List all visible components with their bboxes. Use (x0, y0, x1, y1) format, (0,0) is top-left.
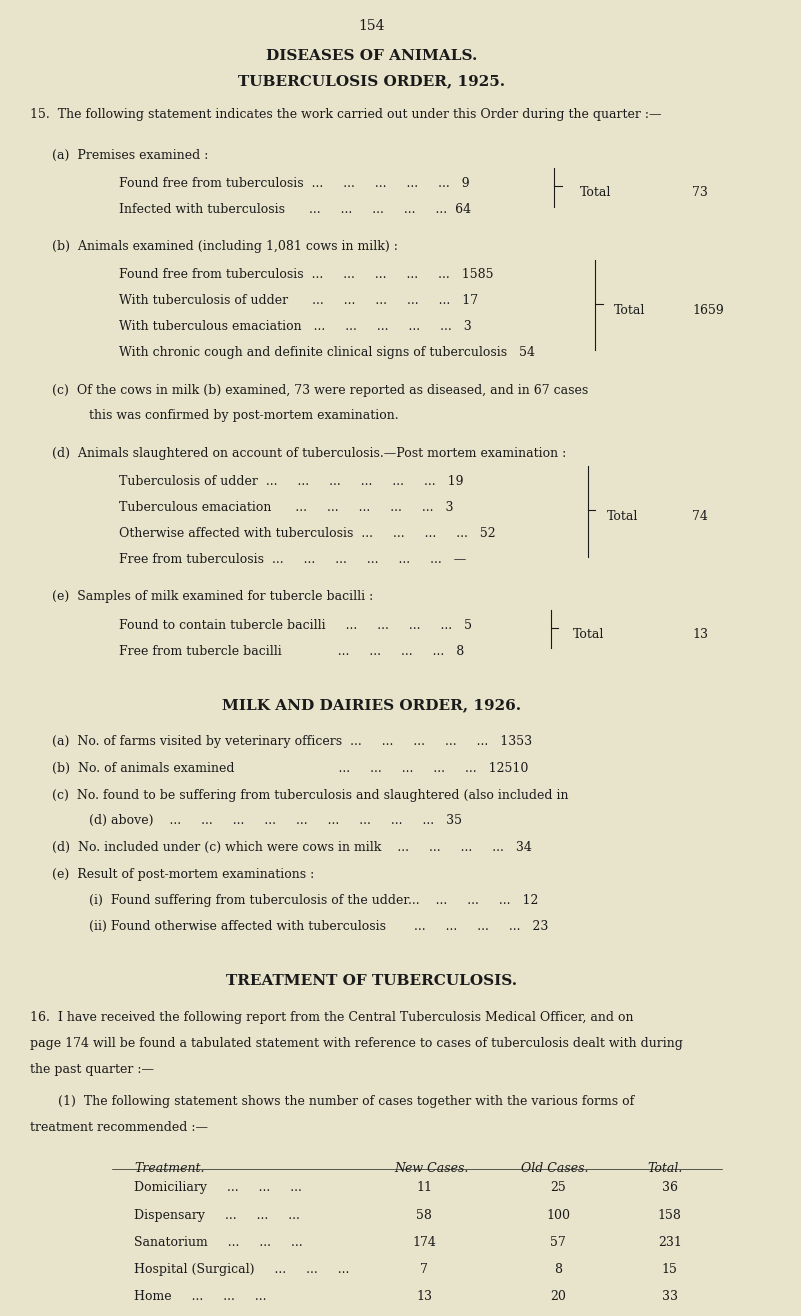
Text: Infected with tuberculosis      ...     ...     ...     ...     ...  64: Infected with tuberculosis ... ... ... .… (119, 203, 471, 216)
Text: TREATMENT OF TUBERCULOSIS.: TREATMENT OF TUBERCULOSIS. (227, 974, 517, 987)
Text: page 174 will be found a tabulated statement with reference to cases of tubercul: page 174 will be found a tabulated state… (30, 1037, 682, 1050)
Text: Total: Total (573, 628, 604, 641)
Text: 1659: 1659 (692, 304, 724, 317)
Text: Total: Total (606, 511, 638, 524)
Text: With tuberculous emaciation   ...     ...     ...     ...     ...   3: With tuberculous emaciation ... ... ... … (119, 320, 472, 333)
Text: TUBERCULOSIS ORDER, 1925.: TUBERCULOSIS ORDER, 1925. (239, 74, 505, 88)
Text: Found free from tuberculosis  ...     ...     ...     ...     ...   1585: Found free from tuberculosis ... ... ...… (119, 268, 493, 282)
Text: (e)  Samples of milk examined for tubercle bacilli :: (e) Samples of milk examined for tubercl… (52, 590, 373, 603)
Text: Old Cases.: Old Cases. (521, 1162, 589, 1175)
Text: 100: 100 (546, 1208, 570, 1221)
Text: 58: 58 (417, 1208, 432, 1221)
Text: 13: 13 (692, 628, 708, 641)
Text: 158: 158 (658, 1208, 682, 1221)
Text: Found free from tuberculosis  ...     ...     ...     ...     ...   9: Found free from tuberculosis ... ... ...… (119, 176, 469, 190)
Text: Free from tubercle bacilli              ...     ...     ...     ...   8: Free from tubercle bacilli ... ... ... .… (119, 645, 465, 658)
Text: DISEASES OF ANIMALS.: DISEASES OF ANIMALS. (267, 50, 477, 63)
Text: Home     ...     ...     ...: Home ... ... ... (134, 1290, 267, 1303)
Text: (d)  No. included under (c) which were cows in milk    ...     ...     ...     .: (d) No. included under (c) which were co… (52, 841, 532, 854)
Text: With chronic cough and definite clinical signs of tuberculosis   54: With chronic cough and definite clinical… (119, 346, 535, 359)
Text: 11: 11 (416, 1182, 432, 1195)
Text: (c)  Of the cows in milk (b) examined, 73 were reported as diseased, and in 67 c: (c) Of the cows in milk (b) examined, 73… (52, 383, 589, 396)
Text: 16.  I have received the following report from the Central Tuberculosis Medical : 16. I have received the following report… (30, 1011, 634, 1024)
Text: (d)  Animals slaughtered on account of tuberculosis.—Post mortem examination :: (d) Animals slaughtered on account of tu… (52, 446, 566, 459)
Text: Domiciliary     ...     ...     ...: Domiciliary ... ... ... (134, 1182, 302, 1195)
Text: 25: 25 (550, 1182, 566, 1195)
Text: (b)  Animals examined (including 1,081 cows in milk) :: (b) Animals examined (including 1,081 co… (52, 240, 398, 253)
Text: (b)  No. of animals examined                          ...     ...     ...     ..: (b) No. of animals examined ... ... ... … (52, 762, 529, 775)
Text: MILK AND DAIRIES ORDER, 1926.: MILK AND DAIRIES ORDER, 1926. (223, 697, 521, 712)
Text: With tuberculosis of udder      ...     ...     ...     ...     ...   17: With tuberculosis of udder ... ... ... .… (119, 295, 478, 308)
Text: (a)  Premises examined :: (a) Premises examined : (52, 149, 208, 162)
Text: 15.  The following statement indicates the work carried out under this Order dur: 15. The following statement indicates th… (30, 108, 662, 121)
Text: 73: 73 (692, 186, 708, 199)
Text: Tuberculosis of udder  ...     ...     ...     ...     ...     ...   19: Tuberculosis of udder ... ... ... ... ..… (119, 475, 464, 488)
Text: New Cases.: New Cases. (394, 1162, 469, 1175)
Text: Total: Total (614, 304, 646, 317)
Text: Tuberculous emaciation      ...     ...     ...     ...     ...   3: Tuberculous emaciation ... ... ... ... .… (119, 501, 453, 515)
Text: (d) above)    ...     ...     ...     ...     ...     ...     ...     ...     ..: (d) above) ... ... ... ... ... ... ... .… (89, 815, 462, 826)
Text: Total.: Total. (647, 1162, 682, 1175)
Text: 57: 57 (550, 1236, 566, 1249)
Text: Free from tuberculosis  ...     ...     ...     ...     ...     ...   —: Free from tuberculosis ... ... ... ... .… (119, 553, 466, 566)
Text: 74: 74 (692, 511, 708, 524)
Text: Total: Total (581, 186, 612, 199)
Text: 33: 33 (662, 1290, 678, 1303)
Text: 174: 174 (413, 1236, 436, 1249)
Text: Otherwise affected with tuberculosis  ...     ...     ...     ...   52: Otherwise affected with tuberculosis ...… (119, 526, 496, 540)
Text: (i)  Found suffering from tuberculosis of the udder...    ...     ...     ...   : (i) Found suffering from tuberculosis of… (89, 895, 538, 908)
Text: 231: 231 (658, 1236, 682, 1249)
Text: 8: 8 (554, 1263, 562, 1277)
Text: Found to contain tubercle bacilli     ...     ...     ...     ...   5: Found to contain tubercle bacilli ... ..… (119, 619, 472, 632)
Text: (ii) Found otherwise affected with tuberculosis       ...     ...     ...     ..: (ii) Found otherwise affected with tuber… (89, 920, 549, 933)
Text: 15: 15 (662, 1263, 678, 1277)
Text: Dispensary     ...     ...     ...: Dispensary ... ... ... (134, 1208, 300, 1221)
Text: 13: 13 (416, 1290, 432, 1303)
Text: (e)  Result of post-mortem examinations :: (e) Result of post-mortem examinations : (52, 869, 314, 882)
Text: Hospital (Surgical)     ...     ...     ...: Hospital (Surgical) ... ... ... (134, 1263, 349, 1277)
Text: (c)  No. found to be suffering from tuberculosis and slaughtered (also included : (c) No. found to be suffering from tuber… (52, 790, 569, 803)
Text: 20: 20 (550, 1290, 566, 1303)
Text: 7: 7 (421, 1263, 428, 1277)
Text: the past quarter :—: the past quarter :— (30, 1063, 154, 1075)
Text: treatment recommended :—: treatment recommended :— (30, 1121, 207, 1134)
Text: this was confirmed by post-mortem examination.: this was confirmed by post-mortem examin… (89, 409, 399, 422)
Text: Treatment.: Treatment. (134, 1162, 204, 1175)
Text: 154: 154 (359, 18, 385, 33)
Text: 36: 36 (662, 1182, 678, 1195)
Text: (1)  The following statement shows the number of cases together with the various: (1) The following statement shows the nu… (30, 1095, 634, 1108)
Text: Sanatorium     ...     ...     ...: Sanatorium ... ... ... (134, 1236, 303, 1249)
Text: (a)  No. of farms visited by veterinary officers  ...     ...     ...     ...   : (a) No. of farms visited by veterinary o… (52, 734, 532, 747)
